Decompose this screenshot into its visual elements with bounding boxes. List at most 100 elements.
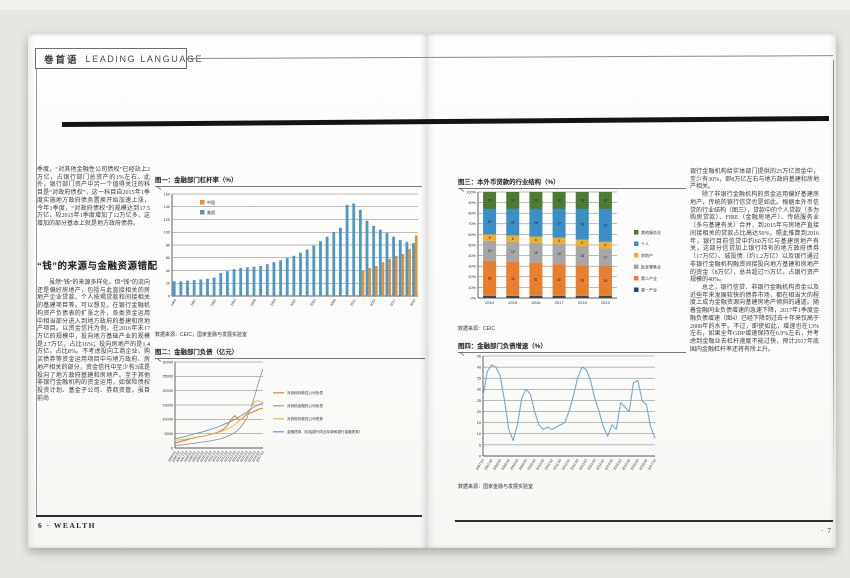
svg-text:2015.03: 2015.03 [239, 450, 249, 463]
svg-text:对其他金融性公司负债: 对其他金融性公司负债 [287, 403, 323, 408]
svg-text:对其他存款性公司负债: 对其他存款性公司负债 [287, 390, 323, 395]
svg-text:2015: 2015 [508, 300, 518, 305]
header-title-cn: 卷首语 [44, 54, 79, 66]
svg-text:140: 140 [164, 205, 170, 209]
svg-text:27: 27 [557, 221, 561, 225]
svg-text:20: 20 [166, 282, 170, 286]
right-footer-rule [455, 520, 833, 522]
svg-text:6: 6 [535, 238, 537, 242]
right-text-column: 银行金融机构给实体部门提供的25万亿资金中，至少有30%，即8万亿左右与地方政府… [690, 169, 819, 355]
svg-text:图二：金融部门负债（亿元）: 图二：金融部门负债（亿元） [155, 347, 238, 356]
svg-text:40: 40 [166, 269, 170, 273]
left-page-footer: 6 · WEALTH [38, 521, 96, 530]
svg-text:2011.09: 2011.09 [552, 458, 562, 470]
svg-text:2016.09: 2016.09 [638, 458, 648, 471]
svg-text:32: 32 [511, 277, 515, 281]
svg-text:2008.03: 2008.03 [183, 450, 193, 463]
svg-text:2016: 2016 [531, 300, 541, 305]
svg-text:2013.09: 2013.09 [227, 450, 237, 463]
svg-text:6: 6 [489, 236, 491, 240]
svg-text:2013.03: 2013.03 [223, 450, 233, 463]
svg-text:19: 19 [511, 250, 515, 254]
svg-text:2006.09: 2006.09 [171, 450, 181, 463]
svg-text:2012.03: 2012.03 [215, 450, 225, 463]
svg-text:金融债券（包括银行同业存单和银行金融债券）: 金融债券（包括银行同业存单和银行金融债券） [287, 429, 362, 434]
svg-text:0: 0 [168, 294, 170, 298]
svg-text:19: 19 [488, 249, 492, 253]
svg-text:16: 16 [534, 199, 538, 203]
right-frame-line [833, 60, 834, 480]
svg-text:2016.03: 2016.03 [630, 458, 640, 471]
svg-text:6: 6 [512, 237, 514, 241]
svg-text:2014: 2014 [369, 298, 376, 307]
svg-text:2009.03: 2009.03 [191, 450, 201, 463]
svg-text:33: 33 [488, 277, 492, 281]
svg-text:160: 160 [164, 192, 170, 196]
svg-text:2011.03: 2011.03 [544, 458, 554, 470]
svg-text:16: 16 [557, 199, 561, 203]
svg-text:15000: 15000 [162, 403, 173, 407]
svg-text:30%: 30% [468, 265, 476, 269]
svg-text:6: 6 [581, 241, 583, 245]
svg-text:80: 80 [166, 243, 170, 247]
svg-text:房地产: 房地产 [641, 252, 653, 258]
svg-text:2011: 2011 [349, 298, 356, 306]
svg-text:1993: 1993 [230, 298, 237, 307]
svg-text:1990: 1990 [210, 298, 217, 307]
svg-text:20000: 20000 [162, 389, 173, 393]
paragraph: 季度，“对其他金融性公司债权”已经站上2万亿，占银行部门总资产的1%左右。此外，… [37, 167, 150, 228]
svg-text:2017.03: 2017.03 [647, 458, 657, 471]
svg-text:19: 19 [557, 252, 561, 256]
svg-text:1984: 1984 [170, 298, 177, 307]
svg-text:18: 18 [580, 254, 584, 258]
svg-text:20: 20 [477, 410, 481, 414]
svg-text:15: 15 [477, 421, 481, 425]
svg-text:其他服务业: 其他服务业 [641, 229, 661, 235]
svg-text:第二产业: 第二产业 [641, 275, 657, 281]
svg-text:30000: 30000 [162, 360, 173, 364]
svg-text:对其他存款性公司债券: 对其他存款性公司债券 [287, 416, 323, 421]
section-heading: “钱”的来源与金融资源错配 [37, 260, 158, 272]
svg-text:2009.03: 2009.03 [509, 458, 519, 471]
svg-text:90%: 90% [468, 201, 476, 205]
svg-text:10%: 10% [468, 286, 476, 290]
svg-text:30: 30 [477, 388, 481, 392]
svg-text:0: 0 [479, 454, 481, 458]
svg-text:2012.09: 2012.09 [570, 458, 580, 471]
svg-text:25: 25 [477, 399, 481, 403]
svg-text:120: 120 [164, 218, 170, 222]
svg-text:19: 19 [534, 251, 538, 255]
svg-text:2006.03: 2006.03 [167, 450, 177, 463]
svg-text:17: 17 [604, 255, 608, 259]
svg-text:70%: 70% [468, 222, 476, 226]
svg-text:25: 25 [511, 220, 515, 224]
svg-text:2017: 2017 [555, 300, 565, 305]
svg-text:2014.03: 2014.03 [595, 458, 605, 471]
svg-text:图一：金融部门杠杆率（%）: 图一：金融部门杠杆率（%） [155, 175, 237, 184]
svg-text:2008.09: 2008.09 [187, 450, 197, 463]
svg-text:30: 30 [557, 278, 561, 282]
svg-text:2010.03: 2010.03 [199, 450, 209, 463]
svg-text:26: 26 [534, 221, 538, 225]
svg-text:2014.03: 2014.03 [231, 450, 241, 463]
svg-text:数据来源：CEIC，国家金融与发展实验室: 数据来源：CEIC，国家金融与发展实验室 [155, 331, 247, 338]
svg-text:0%: 0% [471, 296, 477, 300]
svg-text:100: 100 [164, 231, 170, 235]
magazine-spread: 卷首语 LEADING LANGUAGE 季度，“对其他金融性公司债权”已经站上… [28, 34, 836, 548]
svg-text:2011.09: 2011.09 [211, 450, 221, 462]
svg-text:数据来源：CEIC: 数据来源：CEIC [458, 325, 495, 332]
paragraph: 银行金融机构给实体部门提供的25万亿资金中，至少有30%，即8万亿左右与地方政府… [690, 169, 819, 191]
paragraph: 总之，银行信贷、非银行金融机构资金以及近些年来发展较快的债券市场，都在相当大的程… [690, 285, 820, 353]
paragraph: 除了非银行金融机构的资金运用偏好基建房地产，传统的银行信贷也是如此。根据本外币信… [690, 192, 820, 284]
svg-text:美国: 美国 [207, 209, 215, 215]
svg-text:2012.09: 2012.09 [219, 450, 229, 463]
svg-text:2016.03: 2016.03 [247, 450, 257, 463]
svg-text:2014.09: 2014.09 [604, 458, 614, 471]
svg-text:2016.09: 2016.09 [251, 450, 261, 463]
svg-text:2008: 2008 [329, 298, 336, 307]
section-header: 卷首语 LEADING LANGUAGE [35, 48, 202, 69]
svg-text:10: 10 [477, 432, 481, 436]
figure2-liabilities-line-chart: 图二：金融部门负债（亿元） 0 5000 10000 15000 20000 25000 30… [155, 347, 425, 463]
svg-text:2011.03: 2011.03 [207, 450, 217, 462]
